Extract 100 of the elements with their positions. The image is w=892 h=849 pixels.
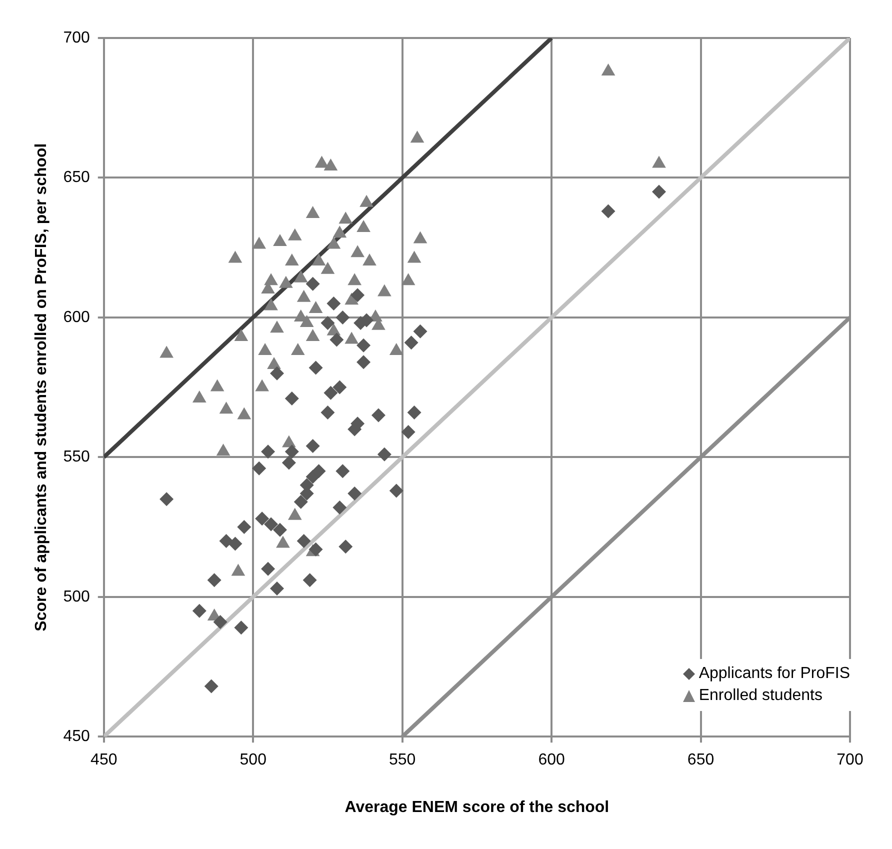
point <box>320 405 335 420</box>
point <box>338 212 353 224</box>
point <box>296 534 311 548</box>
y-tick-label: 600 <box>63 308 90 326</box>
point <box>404 336 418 350</box>
point <box>234 620 248 635</box>
point <box>207 573 222 588</box>
point <box>401 425 416 440</box>
point <box>326 236 341 249</box>
point <box>261 562 276 576</box>
point <box>273 234 287 246</box>
y-tick-label: 450 <box>63 728 90 746</box>
point <box>332 500 347 514</box>
point <box>378 284 392 296</box>
point <box>270 320 284 333</box>
point <box>282 456 296 470</box>
point <box>338 540 353 554</box>
point <box>284 444 299 459</box>
point <box>306 438 320 453</box>
point <box>389 342 404 355</box>
x-tick-label: 450 <box>90 752 118 769</box>
point <box>308 301 323 314</box>
point <box>306 276 320 291</box>
point <box>288 228 302 240</box>
point <box>389 484 404 498</box>
y-axis-title: Score of applicants and students enrolled on ProFIS, per school <box>33 143 50 632</box>
point <box>362 254 376 266</box>
point <box>294 494 308 509</box>
point <box>348 486 362 500</box>
point <box>284 254 299 266</box>
y-tick-label: 650 <box>63 169 90 186</box>
x-tick-label: 600 <box>538 752 566 769</box>
point <box>330 332 344 347</box>
point <box>204 679 218 694</box>
point <box>324 158 338 171</box>
point <box>272 522 287 537</box>
point <box>264 273 278 286</box>
point <box>261 444 276 459</box>
point <box>326 323 341 336</box>
y-tick-label: 700 <box>63 29 90 46</box>
point <box>326 296 341 310</box>
point <box>267 356 281 369</box>
point <box>264 298 278 310</box>
x-tick-label: 650 <box>687 752 714 769</box>
point <box>320 262 335 274</box>
point <box>312 464 326 478</box>
point <box>237 520 252 534</box>
point <box>192 604 206 618</box>
point <box>270 366 284 380</box>
point <box>192 390 206 402</box>
point <box>336 464 350 478</box>
point <box>294 270 308 282</box>
point <box>270 581 284 596</box>
point <box>350 245 364 258</box>
point <box>160 346 174 358</box>
point <box>252 236 266 249</box>
point <box>314 156 329 168</box>
point <box>356 220 370 232</box>
point <box>344 332 359 344</box>
point <box>401 273 416 286</box>
point <box>324 386 338 400</box>
point <box>160 492 174 506</box>
point <box>228 250 242 263</box>
point <box>216 444 230 456</box>
point <box>264 517 278 532</box>
point <box>228 536 242 551</box>
point <box>284 391 299 406</box>
point <box>219 402 234 414</box>
point <box>371 408 386 422</box>
point <box>210 379 224 392</box>
point <box>234 329 248 341</box>
point <box>332 380 347 394</box>
legend-label: Enrolled students <box>698 687 822 705</box>
point <box>300 315 314 328</box>
point <box>290 342 305 355</box>
point <box>213 615 228 630</box>
point <box>252 461 266 476</box>
y-tick-label: 550 <box>63 448 90 466</box>
point <box>308 542 323 556</box>
point <box>302 573 317 588</box>
point <box>360 194 374 207</box>
x-axis-title: Average ENEM score of the school <box>344 798 610 816</box>
point <box>407 250 422 263</box>
point <box>237 407 252 420</box>
point <box>413 231 428 244</box>
point <box>296 290 311 302</box>
point <box>652 156 666 168</box>
y-tick-label: 500 <box>63 588 90 606</box>
point <box>258 342 272 355</box>
point <box>336 310 350 324</box>
point <box>413 324 428 338</box>
point <box>377 447 392 462</box>
point <box>356 355 371 370</box>
point <box>410 130 424 143</box>
x-tick-label: 700 <box>836 752 864 769</box>
point <box>279 276 293 288</box>
point <box>306 329 320 341</box>
x-tick-label: 500 <box>240 752 267 769</box>
point <box>348 273 362 286</box>
point <box>332 226 347 238</box>
